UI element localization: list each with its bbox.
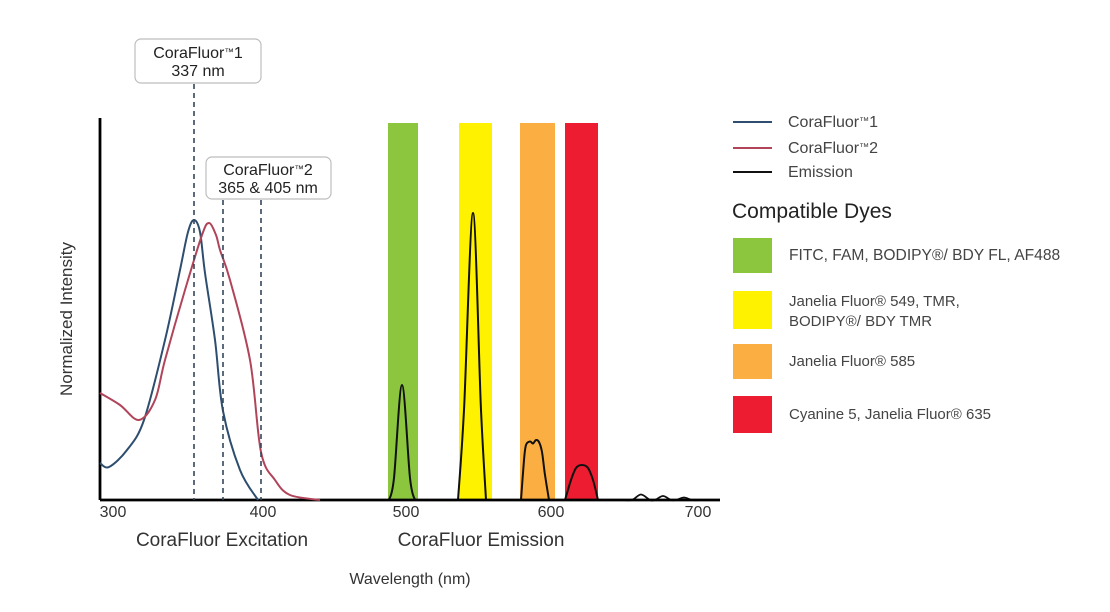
svg-text:300: 300	[100, 504, 127, 521]
svg-text:600: 600	[538, 504, 565, 521]
svg-text:FITC, FAM, BODIPY®/ BDY FL, AF: FITC, FAM, BODIPY®/ BDY FL, AF488	[789, 247, 1060, 264]
svg-text:Compatible Dyes: Compatible Dyes	[732, 200, 892, 223]
svg-text:Normalized Intensity: Normalized Intensity	[57, 242, 76, 397]
svg-text:CoraFluor™2: CoraFluor™2	[788, 140, 878, 157]
svg-text:700: 700	[685, 504, 712, 521]
svg-text:Janelia Fluor® 585: Janelia Fluor® 585	[789, 353, 915, 370]
svg-text:BODIPY®/ BDY TMR: BODIPY®/ BDY TMR	[789, 313, 932, 330]
svg-text:CoraFluor Excitation: CoraFluor Excitation	[136, 530, 308, 551]
svg-text:Emission: Emission	[788, 164, 853, 181]
svg-text:500: 500	[393, 504, 420, 521]
svg-text:400: 400	[250, 504, 277, 521]
svg-text:Wavelength (nm): Wavelength (nm)	[349, 571, 470, 588]
svg-text:337 nm: 337 nm	[171, 63, 224, 80]
svg-text:CoraFluor Emission: CoraFluor Emission	[398, 530, 565, 551]
svg-text:365 & 405 nm: 365 & 405 nm	[218, 180, 318, 197]
svg-text:Cyanine 5, Janelia Fluor® 635: Cyanine 5, Janelia Fluor® 635	[789, 406, 991, 423]
svg-text:CoraFluor™1: CoraFluor™1	[788, 114, 878, 131]
svg-text:Janelia Fluor® 549, TMR,: Janelia Fluor® 549, TMR,	[789, 293, 960, 310]
